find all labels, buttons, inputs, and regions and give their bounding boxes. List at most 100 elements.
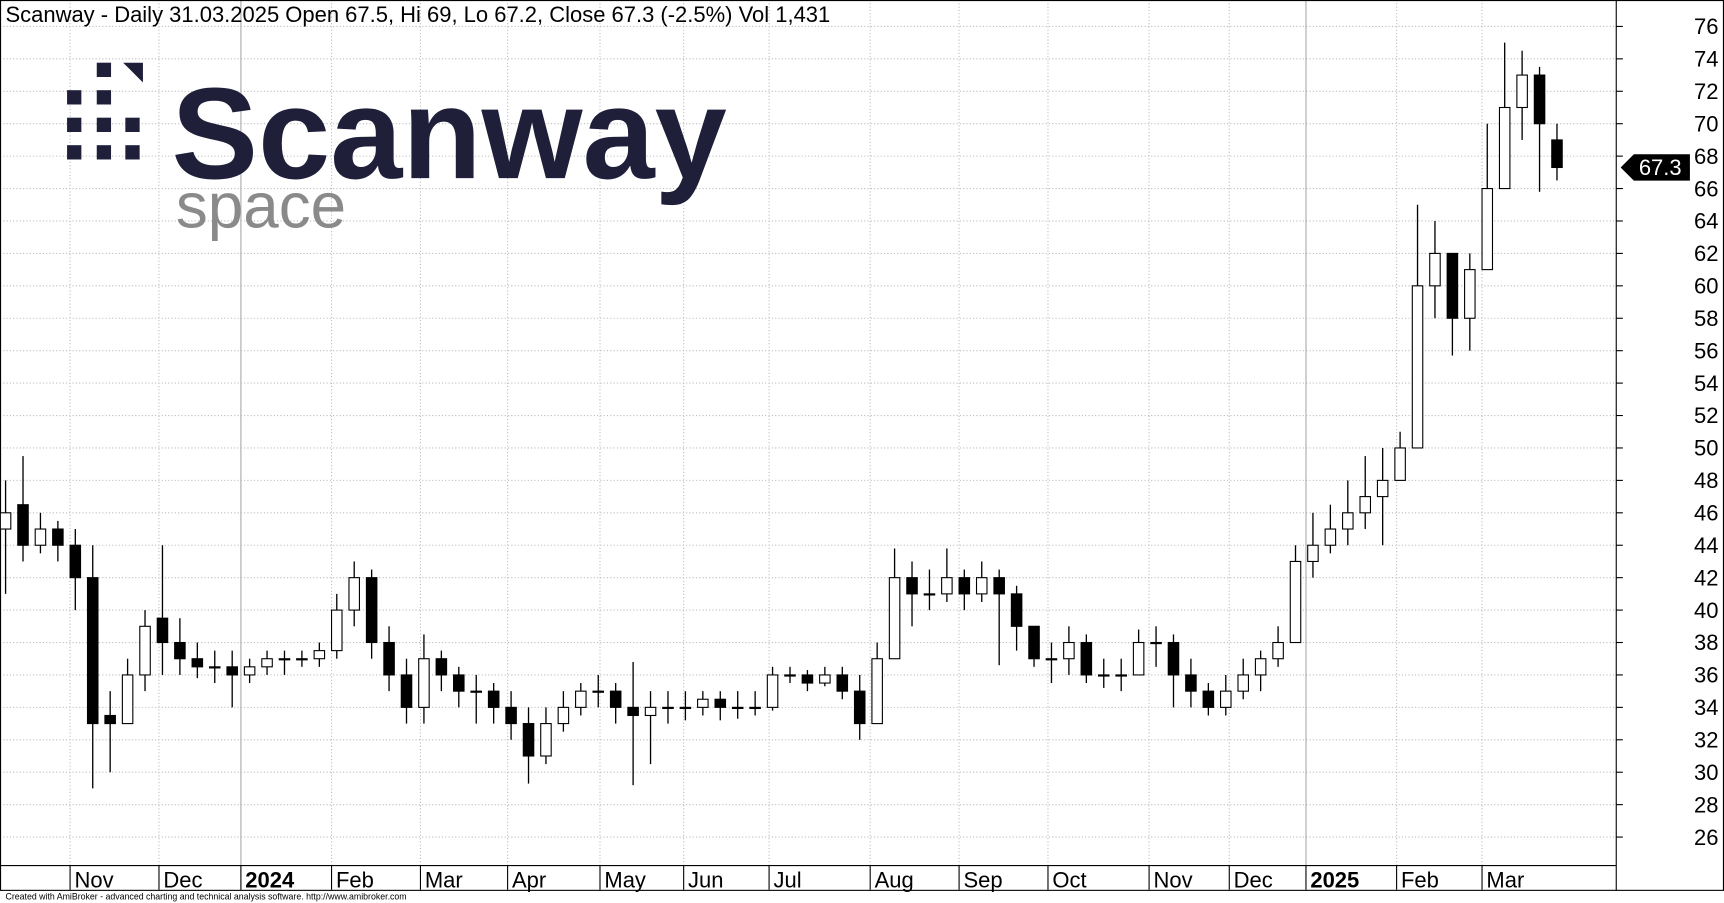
candle-body bbox=[644, 706, 657, 717]
candle-body bbox=[1150, 641, 1162, 645]
candle-body bbox=[34, 528, 47, 546]
x-tick-label: Mar bbox=[1486, 868, 1524, 893]
candle-body bbox=[1429, 252, 1441, 287]
candle-body bbox=[749, 706, 761, 710]
candle-body bbox=[139, 625, 151, 676]
candle-body bbox=[313, 650, 326, 660]
y-tick-label: 44 bbox=[1694, 533, 1718, 558]
y-tick-label: 56 bbox=[1694, 338, 1718, 363]
candle-body bbox=[17, 504, 29, 546]
candle-body bbox=[1516, 74, 1528, 109]
chart-title: Scanway - Daily 31.03.2025 Open 67.5, Hi… bbox=[5, 2, 830, 27]
candle-body bbox=[453, 674, 465, 692]
candle-body bbox=[836, 674, 849, 692]
logo-square bbox=[96, 117, 112, 132]
candle-body bbox=[1359, 496, 1372, 514]
y-tick-label: 28 bbox=[1694, 792, 1718, 817]
candle-body bbox=[383, 641, 395, 676]
candle-body bbox=[1063, 641, 1075, 660]
candle-body bbox=[1272, 641, 1284, 660]
candle-body bbox=[487, 690, 500, 708]
y-tick-label: 40 bbox=[1694, 598, 1718, 623]
y-tick-label: 74 bbox=[1694, 47, 1718, 72]
candle-body bbox=[330, 609, 343, 652]
candle-body bbox=[1481, 188, 1494, 271]
candle-body bbox=[174, 641, 186, 660]
candle-body bbox=[1464, 269, 1476, 319]
y-tick-label: 64 bbox=[1694, 209, 1718, 234]
y-tick-label: 66 bbox=[1694, 176, 1718, 201]
candle-body bbox=[1045, 658, 1058, 661]
candle-body bbox=[1289, 560, 1302, 644]
y-tick-label: 68 bbox=[1694, 144, 1718, 169]
candle-body bbox=[679, 706, 692, 710]
candle-body bbox=[714, 698, 727, 708]
candle-body bbox=[470, 690, 483, 693]
candle-body bbox=[121, 674, 134, 725]
logo-square bbox=[67, 145, 82, 160]
y-tick-label: 72 bbox=[1694, 79, 1718, 104]
y-tick-label: 50 bbox=[1694, 436, 1718, 461]
candle-body bbox=[627, 706, 639, 717]
y-tick-label: 26 bbox=[1694, 825, 1718, 850]
x-tick-label: Nov bbox=[1153, 868, 1192, 893]
candle-body bbox=[1411, 285, 1424, 449]
candle-body bbox=[1202, 690, 1215, 708]
candle-body bbox=[871, 658, 883, 725]
candle-body bbox=[609, 690, 622, 708]
candle-body bbox=[819, 674, 831, 684]
candle-body bbox=[766, 674, 779, 708]
candle-body bbox=[400, 674, 413, 708]
logo-square bbox=[67, 117, 82, 132]
candle-body bbox=[1028, 625, 1040, 660]
candle-body bbox=[1185, 674, 1197, 692]
x-tick-label: Dec bbox=[1234, 868, 1273, 893]
last-price-tag bbox=[1620, 154, 1690, 181]
candle-body bbox=[1324, 528, 1337, 546]
candle-body bbox=[348, 577, 360, 611]
candle-body bbox=[1010, 593, 1023, 627]
logo-icon bbox=[67, 62, 143, 160]
x-tick-label: Apr bbox=[512, 868, 546, 893]
y-tick-label: 42 bbox=[1694, 565, 1718, 590]
x-tick-label: May bbox=[604, 868, 646, 893]
candle-body bbox=[435, 658, 448, 676]
candle-body bbox=[1097, 674, 1110, 677]
candle-body bbox=[993, 577, 1005, 595]
y-tick-label: 36 bbox=[1694, 663, 1718, 688]
candle-body bbox=[1446, 252, 1459, 319]
x-tick-label: Jun bbox=[688, 868, 723, 893]
candle-body bbox=[104, 714, 116, 725]
candle-body bbox=[697, 698, 709, 708]
logo-square bbox=[96, 145, 112, 160]
candle-body bbox=[1342, 512, 1354, 530]
candle-body bbox=[853, 690, 866, 725]
x-tick-label: Jul bbox=[773, 868, 801, 893]
candles bbox=[0, 42, 1563, 789]
candle-body bbox=[888, 577, 901, 660]
candle-body bbox=[801, 674, 814, 684]
candle-body bbox=[906, 577, 918, 595]
y-tick-label: 60 bbox=[1694, 274, 1718, 299]
candle-body bbox=[662, 706, 674, 710]
candle-body bbox=[540, 723, 552, 757]
candle-body bbox=[1237, 674, 1249, 692]
candle-body bbox=[1307, 544, 1319, 563]
candle-body bbox=[86, 577, 99, 725]
candle-body bbox=[557, 706, 570, 725]
candle-body bbox=[1167, 641, 1180, 676]
candle-body bbox=[1394, 447, 1406, 481]
candle-body bbox=[296, 658, 308, 661]
x-tick-label: Feb bbox=[336, 868, 374, 893]
candle-body bbox=[522, 723, 535, 757]
candle-body bbox=[1220, 690, 1232, 708]
candle-body bbox=[243, 666, 256, 676]
grid bbox=[0, 0, 1617, 866]
logo-tagline: space bbox=[176, 170, 346, 242]
y-tick-label: 62 bbox=[1694, 241, 1718, 266]
logo-triangle bbox=[123, 62, 143, 83]
candle-body bbox=[156, 617, 169, 644]
candle-body bbox=[69, 544, 82, 579]
